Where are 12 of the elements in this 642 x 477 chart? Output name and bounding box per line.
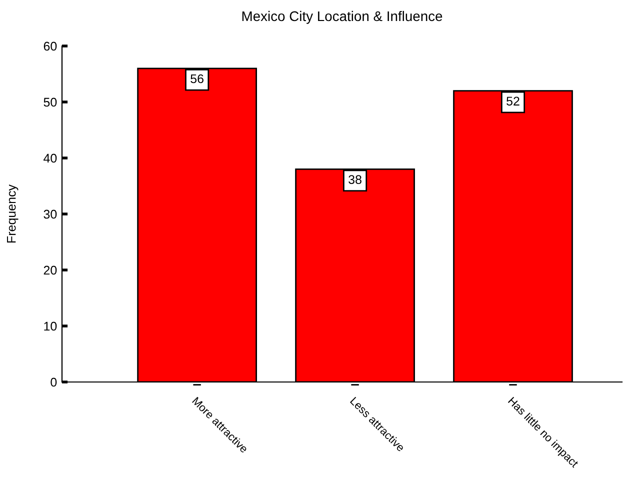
y-tick-label: 0 bbox=[50, 378, 57, 387]
y-axis-title: Frequency bbox=[7, 184, 18, 242]
y-tick-label: 60 bbox=[44, 42, 57, 51]
y-tick-label: 40 bbox=[44, 154, 57, 163]
y-tick-label: 20 bbox=[44, 266, 57, 275]
data-label: 38 bbox=[348, 175, 362, 184]
y-tick-label: 50 bbox=[44, 98, 57, 107]
y-tick-label: 10 bbox=[44, 322, 57, 331]
chart-title: Mexico City Location & Influence bbox=[242, 10, 442, 24]
data-label: 52 bbox=[506, 96, 520, 106]
y-tick-label: 30 bbox=[44, 210, 57, 219]
data-label: 56 bbox=[190, 74, 204, 84]
